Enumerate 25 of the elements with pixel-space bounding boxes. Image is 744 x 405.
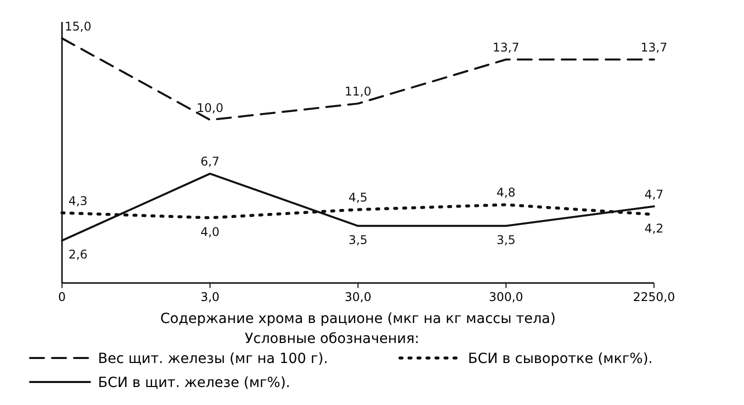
data-label: 4,5	[348, 190, 368, 205]
x-tick-label: 3,0	[200, 290, 220, 304]
data-label: 4,7	[644, 187, 664, 202]
data-label: 2,6	[68, 248, 88, 262]
data-label: 4,8	[496, 186, 516, 200]
legend-title: Условные обозначения:	[244, 331, 420, 347]
x-tick-label: 2250,0	[633, 290, 675, 304]
x-tick-label: 0	[58, 290, 66, 304]
data-label: 10,0	[196, 100, 224, 115]
legend-label: Вес щит. железы (мг на 100 г).	[98, 351, 328, 367]
data-label: 6,7	[200, 154, 220, 169]
x-axis-title: Содержание хрома в рационе (мкг на кг массы тела)	[160, 311, 556, 327]
legend-label: БСИ в щит. железе (мг%).	[98, 375, 290, 391]
legend-label: БСИ в сыворотке (мкг%).	[468, 351, 653, 367]
data-label: 4,0	[200, 224, 220, 239]
data-label: 3,5	[496, 232, 516, 247]
data-label: 3,5	[348, 232, 368, 247]
data-label: 4,2	[644, 221, 664, 236]
data-label: 13,7	[640, 40, 668, 55]
data-label: 15,0	[64, 19, 92, 34]
x-tick-label: 30,0	[344, 290, 372, 304]
data-label: 4,3	[68, 194, 88, 208]
data-label: 11,0	[344, 84, 372, 99]
x-tick-label: 300,0	[488, 290, 524, 304]
data-label: 13,7	[492, 40, 520, 55]
